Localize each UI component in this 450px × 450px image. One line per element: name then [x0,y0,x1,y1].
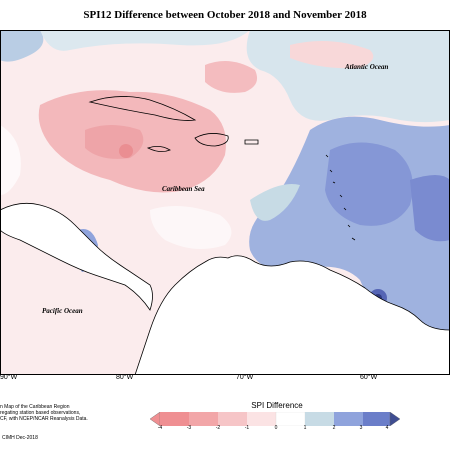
hispaniola-outline [194,133,229,147]
lesser-antilles [325,154,356,241]
cuba-outline [88,96,197,121]
pink-hotspot [119,144,133,158]
lon-tick-90w: 90°W [0,374,18,381]
legend-tick-m2: -2 [215,425,221,431]
spi-map [0,30,450,375]
legend-tick-m4: -4 [157,425,163,431]
blue-patch-far-east [410,175,450,242]
legend-arrow-left [150,412,161,426]
legend-tick-3: 3 [359,425,363,431]
legend-seg-1 [160,412,189,426]
legend-seg-6 [305,412,334,426]
pink-core [85,125,144,159]
neutral-zone-south [150,206,232,249]
note-line-2: regating station based observations, [0,410,81,416]
note-credit: CIMH Dec-2018 [2,435,38,441]
map-title: SPI12 Difference between October 2018 an… [83,9,367,21]
legend-arrow-right [389,412,400,426]
legend-seg-5 [275,412,306,426]
central-america-outline [0,202,153,311]
blue-patch-nw [0,30,44,62]
legend-tick-m1: -1 [244,425,250,431]
light-blue-band-east [250,184,300,221]
legend-colorbar [150,412,400,426]
jamaica-outline [146,146,171,152]
legend-tick-4: 4 [385,425,389,431]
legend-seg-4 [247,412,276,426]
pink-patch-atlantic [290,41,374,69]
puerto-rico-outline [244,139,259,145]
legend-seg-7 [334,412,363,426]
legend-tick-1: 1 [303,425,307,431]
south-america-outline [134,255,450,375]
legend-seg-2 [189,412,218,426]
label-pacific-ocean: Pacific Ocean [42,307,83,315]
legend-seg-3 [218,412,247,426]
legend-tick-m3: -3 [186,425,192,431]
legend-tick-0: 0 [274,425,278,431]
note-line-3: CF, with NCEP/NCAR Reanalysis Data. [0,416,88,422]
blue-core-east [325,142,413,226]
legend-tick-2: 2 [332,425,336,431]
light-blue-band-north [40,30,250,51]
legend-title: SPI Difference [251,401,303,410]
note-line-1: n Map of the Caribbean Region [0,404,70,410]
lon-tick-80w: 80°W [116,374,134,381]
label-caribbean-sea: Caribbean Sea [162,185,205,193]
label-atlantic-ocean: Atlantic Ocean [345,63,389,71]
land-outlines [0,96,450,375]
lon-tick-70w: 70°W [236,374,254,381]
pink-patch-north [205,61,258,93]
lon-tick-60w: 60°W [360,374,378,381]
legend-seg-8 [363,412,390,426]
neutral-zone-gulf [0,125,21,195]
